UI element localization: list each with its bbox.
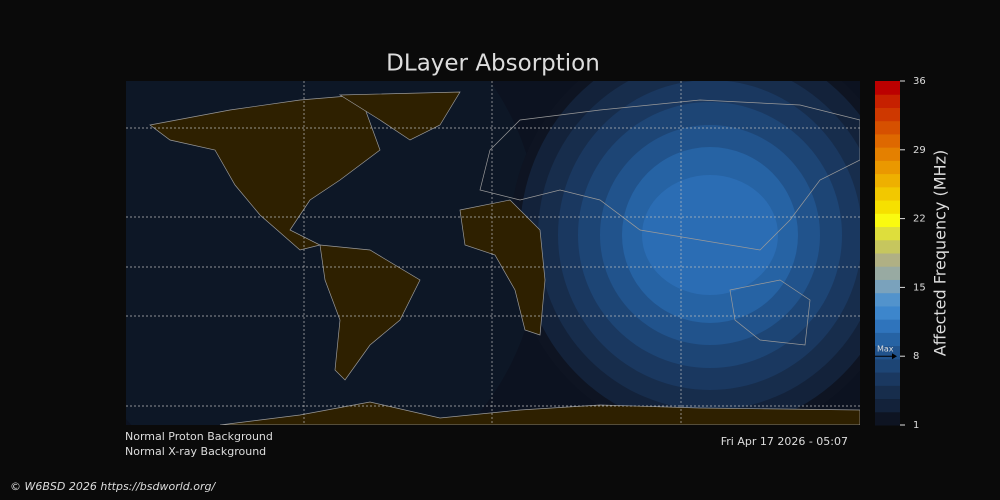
colorbar-segment: [875, 372, 900, 386]
colorbar-tick-label: 15: [913, 282, 926, 293]
max-arrow: [892, 353, 897, 360]
colorbar-tick-label: 22: [913, 214, 926, 225]
proton-status: Normal Proton Background: [125, 430, 273, 443]
title: DLayer Absorption: [386, 51, 600, 77]
colorbar: 1 8 15 22 29 36 Max: [875, 76, 926, 431]
colorbar-tick-label: 36: [913, 76, 926, 87]
colorbar-segment: [875, 332, 900, 347]
colorbar-segment: [875, 319, 900, 333]
colorbar-segment: [875, 226, 900, 241]
colorbar-segment: [875, 411, 900, 426]
colorbar-tick-label: 1: [913, 420, 919, 431]
timestamp: Fri Apr 17 2026 - 05:07: [721, 435, 848, 448]
footer: © W6BSD 2026 https://bsdworld.org/: [10, 480, 217, 493]
colorbar-segment: [875, 279, 900, 294]
colorbar-segment: [875, 253, 900, 267]
colorbar-tick-label: 29: [913, 145, 926, 156]
colorbar-segment: [875, 173, 900, 188]
colorbar-segment: [875, 385, 900, 400]
colorbar-segment: [875, 358, 900, 373]
colorbar-segment: [875, 160, 900, 175]
colorbar-segment: [875, 133, 900, 148]
map: [126, 81, 860, 425]
max-label: Max: [877, 345, 894, 354]
colorbar-segment: [875, 81, 900, 95]
colorbar-segment: [875, 186, 900, 201]
colorbar-segment: [875, 305, 900, 320]
colorbar-segment: [875, 266, 900, 280]
colorbar-segment: [875, 398, 900, 413]
colorbar-segment: [875, 120, 900, 135]
colorbar-segment: [875, 147, 900, 161]
colorbar-tick-label: 8: [913, 351, 919, 362]
xray-status: Normal X-ray Background: [125, 445, 266, 458]
colorbar-segment: [875, 107, 900, 122]
colorbar-segment: [875, 200, 900, 214]
colorbar-segment: [875, 94, 900, 108]
colorbar-label: Affected Frequency (MHz): [931, 150, 950, 356]
colorbar-segment: [875, 292, 900, 307]
colorbar-segment: [875, 239, 900, 254]
colorbar-segment: [875, 213, 900, 228]
